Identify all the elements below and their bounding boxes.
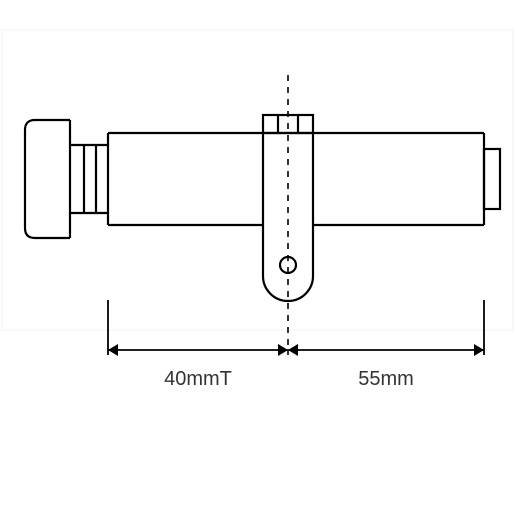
frame-border [2, 30, 513, 330]
thumbturn-knob [25, 120, 70, 238]
dim-left-label: 40mmT [164, 368, 232, 390]
dim-arrow [278, 344, 288, 356]
dim-right-label: 55mm [358, 368, 414, 390]
key-plug-end [484, 149, 500, 209]
dim-arrow [108, 344, 118, 356]
dim-arrow [474, 344, 484, 356]
dim-arrow [288, 344, 298, 356]
